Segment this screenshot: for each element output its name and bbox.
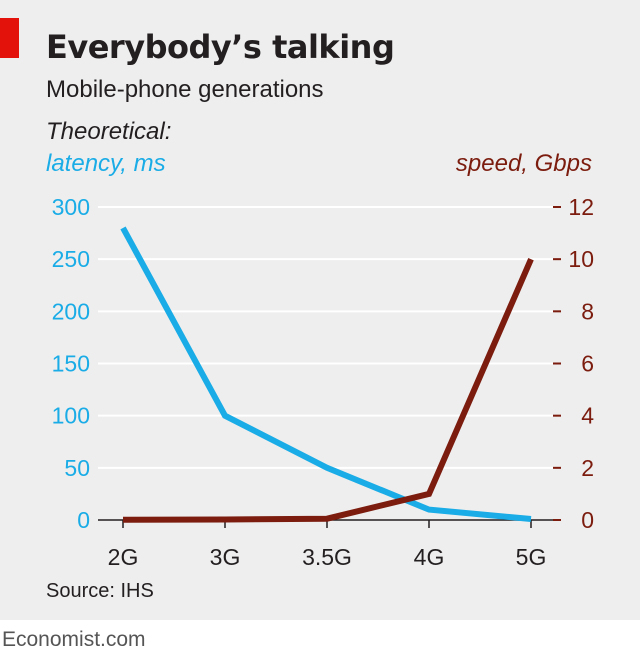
left-tick-label: 100 [52,403,90,429]
chart-title: Everybody’s talking [46,28,395,66]
x-tick-label: 5G [516,544,547,570]
chart-subtitle: Mobile-phone generations [46,76,324,103]
left-tick-label: 250 [52,246,90,272]
left-tick-label: 0 [77,507,90,533]
right-tick-label: 8 [581,298,594,324]
credit-text: Economist.com [2,628,146,651]
left-tick-label: 200 [52,298,90,324]
latency-series-line [120,226,532,522]
right-tick-label: 12 [568,194,594,220]
x-tick-label: 2G [108,544,139,570]
line-chart: 0 50 100 150 200 250 300 0 2 4 6 8 10 12 2G 3G 3.5G 4G 5G [52,194,595,570]
left-tick-label: 300 [52,194,90,220]
x-tick-label: 3.5G [302,544,352,570]
x-tick-label: 3G [210,544,241,570]
left-axis-label: latency, ms [46,150,166,177]
right-tick-label: 0 [581,507,594,533]
left-tick-label: 150 [52,351,90,377]
right-tick-label: 2 [581,455,594,481]
red-tag-accent [0,18,19,58]
chart-card: Everybody’s talking Mobile-phone generat… [0,0,640,620]
source-note: Source: IHS [46,580,154,602]
speed-series-line [122,258,534,523]
right-axis-label: speed, Gbps [455,150,592,177]
left-tick-label: 50 [64,455,90,481]
x-tick-label: 4G [414,544,445,570]
right-tick-label: 10 [568,246,594,272]
right-tick-label: 4 [581,403,594,429]
axis-caption: Theoretical: [46,118,172,145]
right-tick-label: 6 [581,351,594,377]
